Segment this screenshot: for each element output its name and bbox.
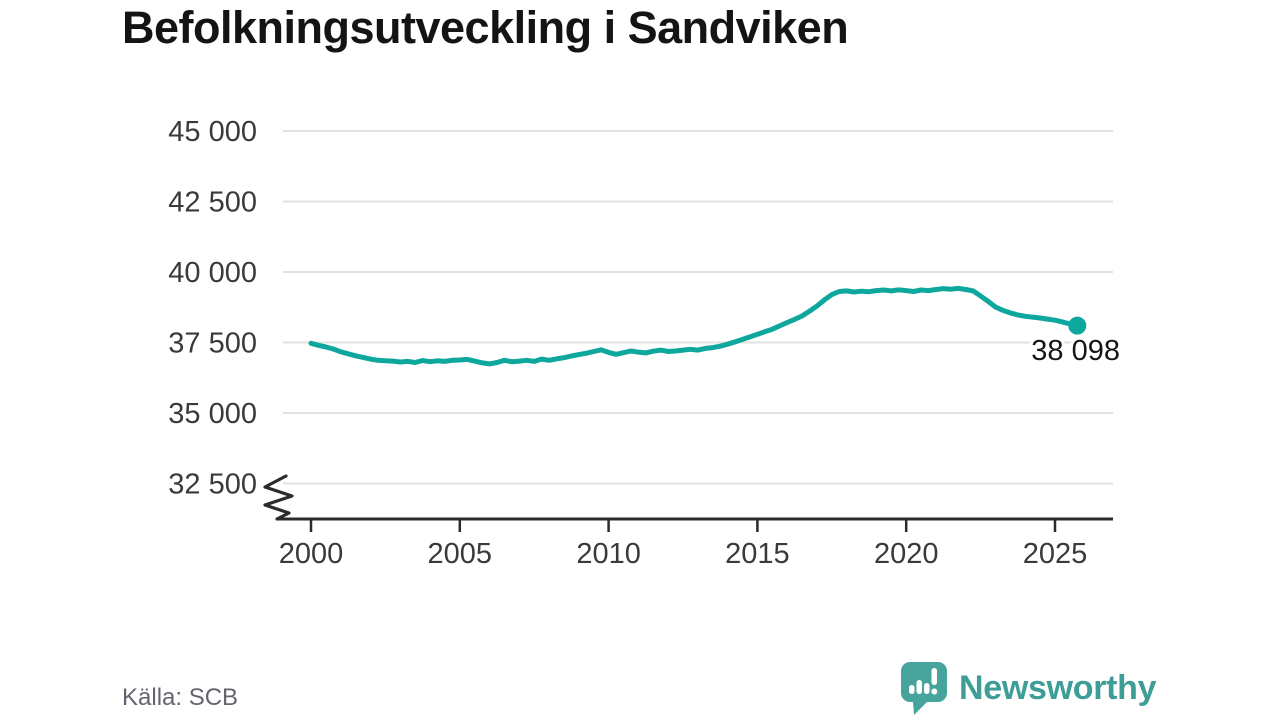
x-tick-label: 2000 xyxy=(279,538,344,570)
y-tick-label: 35 000 xyxy=(168,398,257,430)
newsworthy-wordmark: Newsworthy xyxy=(959,668,1157,707)
end-point-dot xyxy=(1068,316,1087,335)
population-line-chart: 45 000 42 500 40 000 37 500 35 000 32 500 2000… xyxy=(168,116,1120,570)
y-tick-label: 42 500 xyxy=(168,187,257,219)
x-tick-label: 2010 xyxy=(576,538,641,570)
x-tick-label: 2025 xyxy=(1023,538,1088,570)
population-line xyxy=(308,285,1080,367)
page-title: Befolkningsutveckling i Sandviken xyxy=(122,2,849,53)
y-axis-break-icon xyxy=(263,474,294,521)
end-value-label: 38 098 xyxy=(1031,335,1120,367)
source-text: Källa: SCB xyxy=(122,684,239,711)
speech-bubble-barchart-icon xyxy=(901,662,947,715)
y-tick-label: 45 000 xyxy=(168,116,257,148)
y-tick-label: 37 500 xyxy=(168,328,257,360)
x-tick-label: 2015 xyxy=(725,538,790,570)
y-tick-label: 32 500 xyxy=(168,469,257,501)
x-tick-label: 2020 xyxy=(874,538,939,570)
x-tick-label: 2005 xyxy=(428,538,493,570)
newsworthy-logo: Newsworthy xyxy=(899,662,1157,715)
y-tick-label: 40 000 xyxy=(168,257,257,289)
